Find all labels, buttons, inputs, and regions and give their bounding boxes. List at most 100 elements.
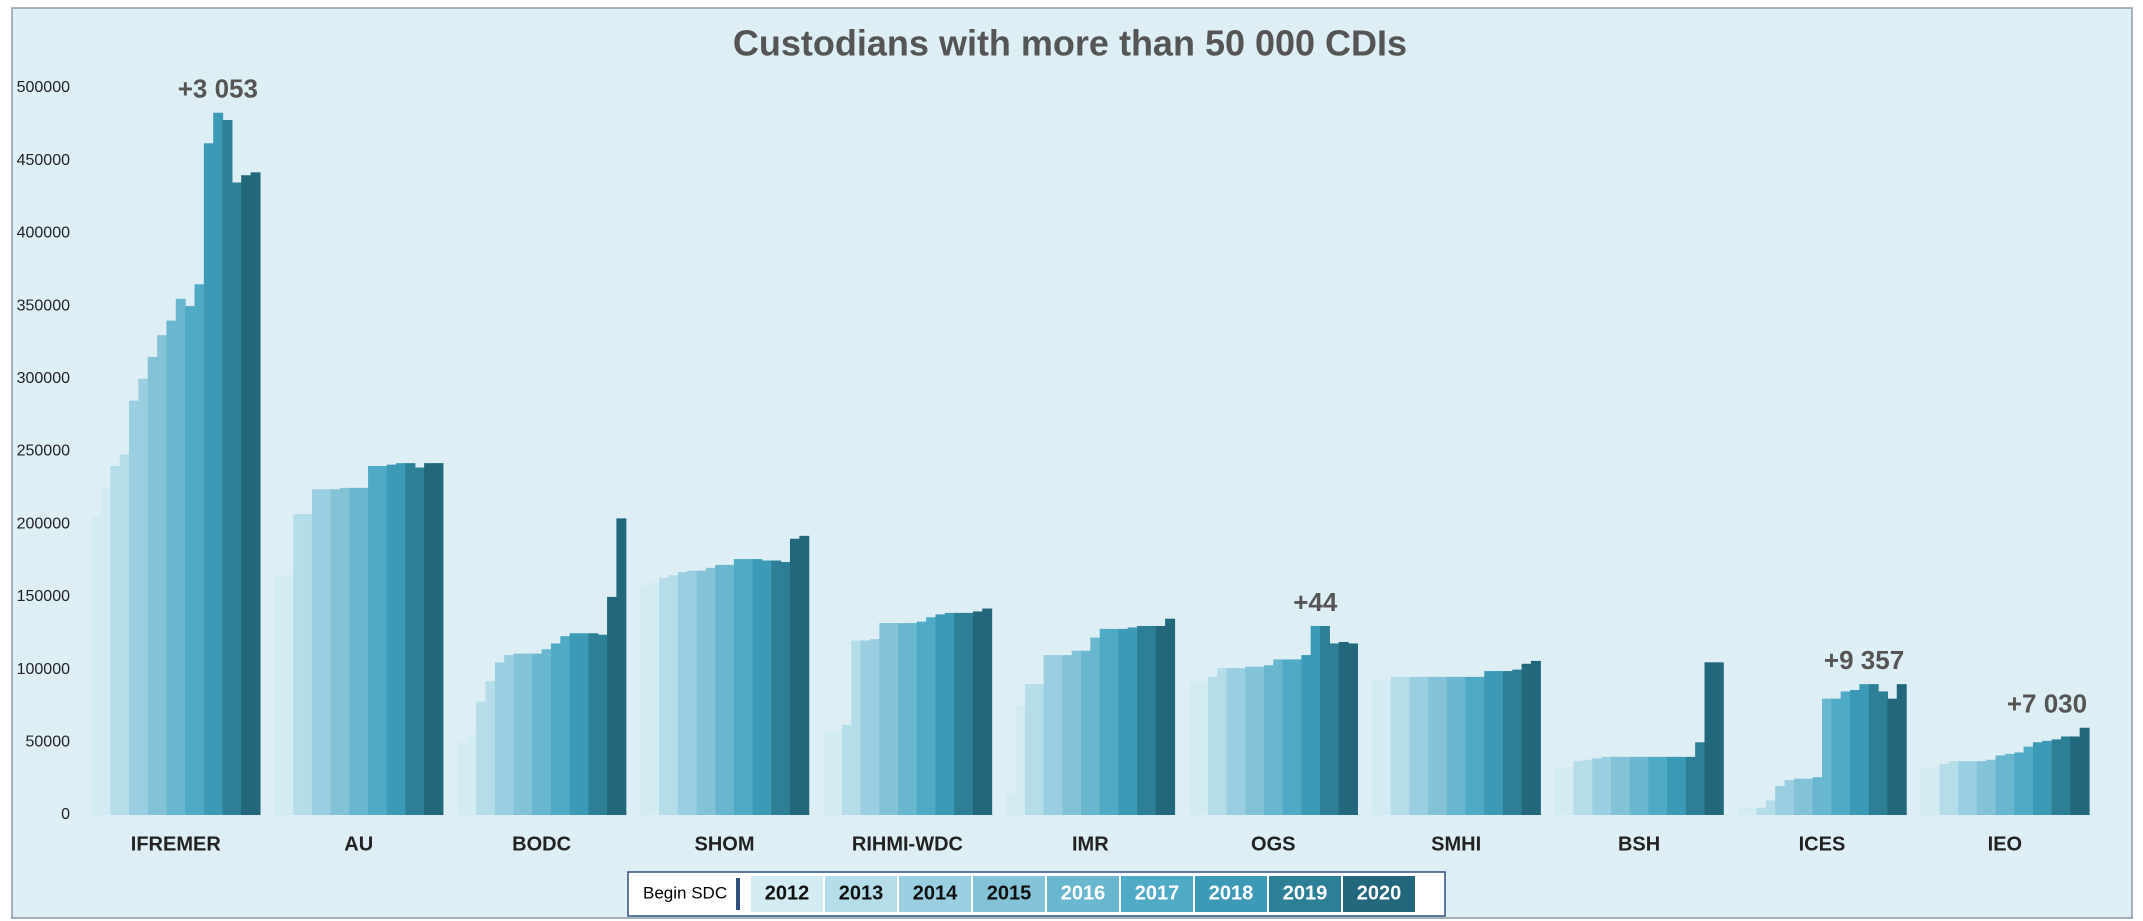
bar xyxy=(1958,761,1969,815)
bar xyxy=(1090,637,1101,815)
bar xyxy=(659,577,670,815)
bar xyxy=(841,724,852,815)
bar xyxy=(888,623,899,815)
x-tick-label: OGS xyxy=(1251,833,1295,855)
bar xyxy=(513,653,524,815)
bar xyxy=(311,489,322,815)
bar xyxy=(771,560,782,815)
bar xyxy=(724,564,735,815)
bar xyxy=(321,489,332,815)
bar xyxy=(368,466,379,815)
bar xyxy=(1446,676,1457,815)
bar xyxy=(1939,764,1950,815)
x-tick-label: AU xyxy=(344,833,373,855)
bar xyxy=(1118,628,1129,815)
bar xyxy=(607,596,618,815)
x-tick-label: RIHMI-WDC xyxy=(852,833,963,855)
bar xyxy=(1582,759,1593,815)
annotation: +7 030 xyxy=(2007,689,2087,719)
bar xyxy=(1976,761,1987,815)
bar xyxy=(1043,655,1054,815)
bar xyxy=(743,559,754,815)
legend-swatch xyxy=(899,876,971,912)
bar xyxy=(1601,756,1612,815)
bar xyxy=(1034,684,1045,815)
bar xyxy=(1812,777,1823,815)
bar xyxy=(1756,807,1767,815)
bar xyxy=(879,623,890,815)
x-tick-label: SMHI xyxy=(1431,833,1481,855)
y-tick-label: 100000 xyxy=(17,661,70,678)
bar xyxy=(1831,698,1842,815)
bar xyxy=(476,701,487,815)
legend-entry: 2019 xyxy=(1283,882,1328,904)
bar xyxy=(1006,793,1017,815)
bar xyxy=(1704,662,1715,815)
bar xyxy=(1235,668,1246,815)
bar xyxy=(2032,742,2043,815)
bar xyxy=(1409,676,1420,815)
y-tick-label: 50000 xyxy=(26,734,71,751)
bar xyxy=(1189,681,1200,815)
legend-swatch xyxy=(1121,876,1193,912)
bar xyxy=(283,575,294,815)
bar xyxy=(1465,676,1476,815)
bar xyxy=(1878,691,1889,815)
bar xyxy=(569,633,580,815)
bar xyxy=(963,612,974,815)
bar xyxy=(1301,655,1312,815)
bar xyxy=(780,562,791,815)
bar xyxy=(457,742,468,815)
bar xyxy=(1887,698,1898,815)
bar xyxy=(1165,618,1176,815)
bar xyxy=(330,489,341,815)
bar xyxy=(241,175,252,816)
bar xyxy=(1474,676,1485,815)
bar xyxy=(1146,625,1157,815)
x-tick-label: BSH xyxy=(1618,833,1660,855)
bar xyxy=(1737,807,1748,815)
bar xyxy=(1554,768,1565,815)
bar xyxy=(129,400,140,815)
bar xyxy=(1502,671,1513,815)
bar xyxy=(1062,655,1073,815)
bar xyxy=(1080,650,1091,815)
legend-marker xyxy=(736,878,740,910)
bar xyxy=(1639,756,1650,815)
bar xyxy=(1418,676,1429,815)
bar xyxy=(1695,742,1706,815)
bar xyxy=(823,730,834,815)
bar xyxy=(860,640,871,815)
bar xyxy=(222,119,233,816)
bar xyxy=(1456,676,1467,815)
legend-swatch xyxy=(1269,876,1341,912)
bar xyxy=(147,356,158,815)
bar xyxy=(687,570,698,815)
bar xyxy=(1859,684,1870,815)
legend-entry: 2020 xyxy=(1357,882,1402,904)
legend-swatch xyxy=(751,876,823,912)
legend-swatch xyxy=(1195,876,1267,912)
legend-swatch xyxy=(825,876,897,912)
bar xyxy=(293,514,304,815)
bar xyxy=(2051,739,2062,815)
bar xyxy=(715,564,726,815)
bar xyxy=(972,611,983,815)
y-tick-label: 0 xyxy=(61,806,70,823)
y-tick-label: 400000 xyxy=(17,225,70,242)
bar xyxy=(405,463,416,815)
x-tick-label: IFREMER xyxy=(131,833,222,855)
bar xyxy=(649,582,660,815)
bar xyxy=(1348,643,1358,815)
legend-entry: 2013 xyxy=(839,882,884,904)
bar xyxy=(789,538,800,815)
bar xyxy=(1291,659,1302,815)
bar xyxy=(1484,671,1495,815)
bar xyxy=(1254,666,1265,815)
bar xyxy=(1667,756,1678,815)
bar xyxy=(1217,668,1228,815)
annotation: +44 xyxy=(1293,587,1338,617)
bar xyxy=(1245,666,1256,815)
y-tick-label: 450000 xyxy=(17,152,70,169)
bar xyxy=(485,681,496,815)
